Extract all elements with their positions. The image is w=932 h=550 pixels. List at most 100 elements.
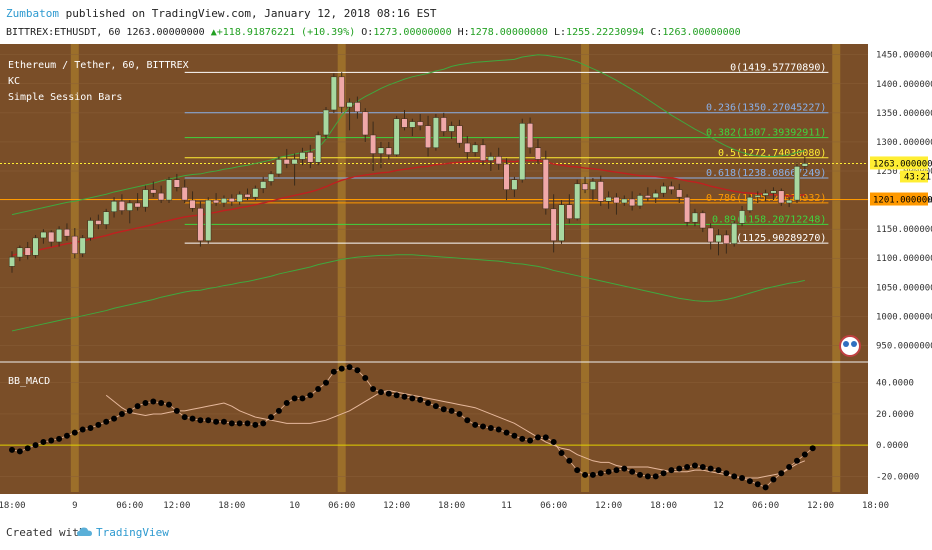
close-label: C: bbox=[650, 27, 663, 38]
candle-body-44 bbox=[354, 102, 361, 112]
candle-body-64 bbox=[511, 179, 518, 190]
chart-canvas[interactable]: 0(1419.57770890) 0.236(1350.27045227) 0.38… bbox=[0, 44, 932, 518]
macd-dot-40 bbox=[323, 379, 329, 386]
candle-body-13 bbox=[111, 201, 118, 212]
candle-body-58 bbox=[464, 142, 471, 153]
macd-dot-71 bbox=[566, 457, 573, 464]
candle-body-78 bbox=[621, 198, 628, 204]
candle-body-62 bbox=[495, 156, 502, 165]
symbol-label: BITTREX:ETHUSDT, 60 bbox=[6, 27, 121, 38]
macd-dot-83 bbox=[660, 470, 667, 477]
candle-body-37 bbox=[299, 152, 306, 160]
candle-body-23 bbox=[189, 199, 196, 209]
fib-label-6: 0.89(1158.20712248) bbox=[712, 214, 826, 225]
macd-dot-37 bbox=[299, 395, 306, 402]
time-tick-15: 12:00 bbox=[807, 501, 834, 511]
time-tick-16: 18:00 bbox=[862, 501, 889, 511]
low-value: 1255.22230994 bbox=[566, 27, 645, 38]
time-tick-9: 11 bbox=[501, 501, 512, 511]
time-tick-3: 12:00 bbox=[163, 501, 190, 511]
candle-body-98 bbox=[778, 190, 785, 204]
high-label: H: bbox=[457, 27, 470, 38]
level-badge-text: 1201.00000000 bbox=[873, 196, 932, 206]
macd-dot-97 bbox=[770, 476, 777, 483]
candle-body-80 bbox=[636, 195, 644, 207]
candle-body-10 bbox=[87, 220, 94, 239]
macd-dot-16 bbox=[134, 403, 141, 410]
candle-body-18 bbox=[150, 189, 157, 194]
candle-body-51 bbox=[409, 121, 416, 128]
watermark-icon bbox=[839, 335, 861, 357]
price-axis: 1450.00000000 1400.00000000 1350.00000000 1… bbox=[870, 51, 932, 482]
candle-body-89 bbox=[707, 227, 714, 243]
price-tick-0: 1450.00000000 bbox=[876, 51, 932, 61]
candle-body-101 bbox=[801, 163, 808, 167]
candle-body-65 bbox=[519, 123, 526, 180]
time-tick-7: 12:00 bbox=[383, 501, 410, 511]
tradingview-link[interactable]: TradingView bbox=[96, 526, 169, 539]
change-up-icon: ▲ bbox=[210, 27, 217, 38]
author-link[interactable]: Zumbatom bbox=[6, 7, 59, 20]
session-bar-1 bbox=[337, 44, 346, 492]
candle-body-95 bbox=[754, 195, 761, 198]
symbol-info-line: BITTREX:ETHUSDT, 60 1263.00000000 ▲+118.… bbox=[6, 27, 741, 38]
candle-body-43 bbox=[346, 102, 353, 108]
macd-tick-1: 20.0000 bbox=[876, 410, 914, 420]
legend-session-bars: Simple Session Bars bbox=[8, 92, 122, 103]
candle-body-60 bbox=[479, 144, 487, 161]
macd-tick-3: -20.0000 bbox=[876, 472, 919, 482]
candle-body-36 bbox=[291, 159, 298, 165]
macd-dot-9 bbox=[79, 426, 86, 433]
candle-body-35 bbox=[283, 159, 290, 165]
macd-dot-90 bbox=[715, 467, 722, 474]
macd-dot-47 bbox=[377, 389, 384, 396]
macd-dot-76 bbox=[605, 468, 612, 475]
footer: Created with TradingView bbox=[0, 518, 932, 550]
macd-dot-58 bbox=[464, 417, 471, 424]
macd-dot-11 bbox=[95, 421, 102, 428]
macd-dot-49 bbox=[393, 392, 400, 399]
candle-body-93 bbox=[739, 210, 746, 224]
macd-dot-48 bbox=[385, 390, 392, 397]
macd-dot-57 bbox=[456, 410, 463, 417]
macd-dot-54 bbox=[432, 403, 439, 410]
macd-dot-23 bbox=[189, 415, 196, 422]
candle-body-48 bbox=[385, 147, 392, 155]
candle-body-50 bbox=[401, 118, 408, 128]
macd-dot-94 bbox=[746, 478, 753, 485]
candle-body-70 bbox=[558, 204, 565, 242]
candle-body-45 bbox=[362, 111, 369, 136]
candle-body-28 bbox=[228, 198, 235, 203]
candle-body-42 bbox=[338, 76, 345, 108]
macd-dot-59 bbox=[472, 421, 479, 428]
kc-upper-line bbox=[11, 54, 805, 216]
candle-body-21 bbox=[173, 179, 180, 188]
session-bar-3 bbox=[832, 44, 841, 492]
macd-dot-61 bbox=[487, 425, 494, 431]
candle-body-8 bbox=[71, 235, 78, 254]
macd-dot-73 bbox=[582, 471, 589, 478]
macd-dot-13 bbox=[111, 415, 118, 422]
macd-dot-12 bbox=[103, 418, 110, 425]
session-bar-0 bbox=[70, 44, 79, 492]
candle-body-29 bbox=[236, 194, 243, 203]
candle-body-74 bbox=[589, 181, 596, 190]
candle-body-81 bbox=[644, 195, 651, 199]
macd-dot-4 bbox=[40, 439, 47, 446]
macd-dot-25 bbox=[205, 417, 212, 424]
candle-body-22 bbox=[181, 187, 188, 201]
candle-body-3 bbox=[32, 237, 39, 256]
macd-dot-39 bbox=[315, 385, 322, 392]
macd-dot-63 bbox=[503, 429, 510, 436]
candle-body-16 bbox=[134, 202, 141, 208]
chart-header: Zumbatom published on TradingView.com, J… bbox=[0, 0, 932, 44]
macd-dot-82 bbox=[652, 473, 659, 480]
price-tick-1: 1400.00000000 bbox=[876, 80, 932, 90]
candle-body-87 bbox=[691, 212, 699, 223]
macd-dot-84 bbox=[668, 467, 675, 474]
pane-labels: Ethereum / Tether, 60, BITTREX KC Simple… bbox=[8, 60, 189, 387]
macd-dot-55 bbox=[440, 406, 447, 413]
candle-body-2 bbox=[24, 247, 31, 256]
macd-dot-31 bbox=[252, 421, 259, 428]
price-tick-9: 1000.00000000 bbox=[876, 312, 932, 322]
